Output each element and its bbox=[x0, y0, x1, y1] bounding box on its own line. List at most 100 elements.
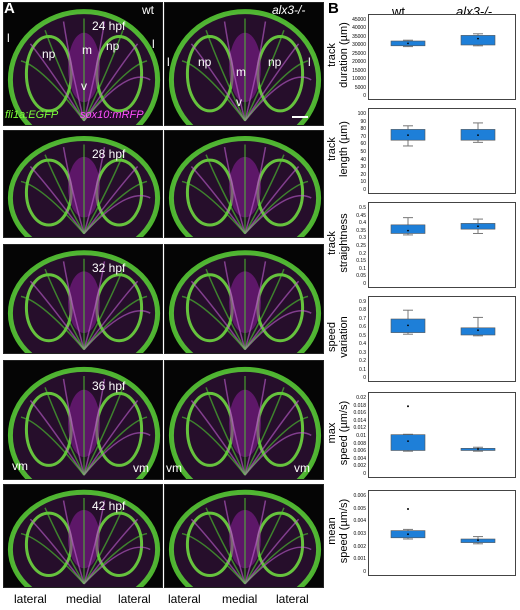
label-np-mut-right: np bbox=[268, 55, 282, 69]
label-vm-mut-right: vm bbox=[294, 461, 310, 475]
tick-label: 0.004 bbox=[353, 518, 366, 525]
label-np-wt-right: np bbox=[106, 39, 120, 53]
wt-box bbox=[390, 224, 426, 234]
tick-label: 0.7 bbox=[359, 315, 366, 322]
image-mut-32hpf bbox=[164, 244, 324, 354]
tick-label: 40000 bbox=[352, 25, 366, 32]
tick-label: 0.4 bbox=[359, 341, 366, 348]
chart-frame bbox=[368, 14, 516, 100]
tick-label: 100 bbox=[357, 111, 366, 117]
tick-label: 0.006 bbox=[353, 493, 366, 499]
image-wt-36hpf bbox=[3, 360, 163, 480]
confocal-image bbox=[7, 136, 161, 237]
bottom-medial-2: medial bbox=[222, 592, 258, 606]
stage-32: 32 hpf bbox=[92, 261, 126, 275]
panel-a: A wt alx3-/- 24 hpf 28 hpf 32 hpf 36 hpf… bbox=[3, 0, 324, 606]
box-plot bbox=[390, 405, 496, 452]
confocal-image bbox=[168, 250, 322, 353]
mean-marker bbox=[407, 42, 409, 45]
tick-label: 5000 bbox=[354, 84, 366, 91]
label-v-mut: v bbox=[236, 95, 242, 109]
confocal-image bbox=[7, 366, 161, 479]
mean-marker bbox=[477, 134, 479, 137]
tick-label: 20 bbox=[360, 171, 366, 178]
tick-label: 0 bbox=[363, 569, 366, 575]
tick-label: 30 bbox=[360, 164, 366, 171]
tick-label: 0.014 bbox=[353, 417, 366, 424]
tick-label: 0.1 bbox=[359, 366, 366, 373]
mut-box bbox=[460, 327, 496, 336]
confocal-image bbox=[7, 489, 161, 587]
label-l-mut-left: l bbox=[167, 55, 170, 69]
mean-marker bbox=[477, 539, 479, 542]
tick-label: 0.1 bbox=[359, 265, 366, 272]
tick-label: 0.002 bbox=[353, 463, 366, 470]
box-plot bbox=[390, 122, 496, 147]
stage-24: 24 hpf bbox=[92, 19, 126, 33]
box-plot bbox=[390, 33, 496, 48]
tick-label: 0.004 bbox=[353, 455, 366, 462]
tick-label: 10000 bbox=[352, 76, 366, 83]
mean-marker bbox=[407, 533, 409, 536]
tick-label: 15000 bbox=[352, 67, 366, 74]
label-l-wt-left: l bbox=[7, 31, 10, 45]
tick-label: 0.9 bbox=[359, 299, 366, 305]
panel-b: B wt alx3-/- track duration (µm) 45000 4000… bbox=[326, 0, 520, 610]
scale-bar bbox=[292, 116, 308, 118]
wt-box bbox=[390, 434, 426, 451]
image-mut-42hpf bbox=[164, 484, 324, 588]
chart-frame bbox=[368, 202, 516, 288]
label-vm-mut: vm bbox=[166, 461, 182, 475]
confocal-image bbox=[168, 9, 322, 125]
confocal-image bbox=[7, 250, 161, 353]
confocal-image bbox=[168, 136, 322, 237]
tick-label: 0.003 bbox=[353, 531, 366, 537]
tick-label: 45000 bbox=[352, 17, 366, 23]
tick-label: 0.008 bbox=[353, 440, 366, 447]
panel-b-label: B bbox=[328, 0, 339, 17]
confocal-image bbox=[7, 9, 161, 125]
mean-marker bbox=[407, 229, 409, 232]
label-l-mut-right: l bbox=[308, 55, 311, 69]
image-wt-42hpf bbox=[3, 484, 163, 588]
chart-frame bbox=[368, 108, 516, 194]
tick-label: 0.5 bbox=[359, 205, 366, 211]
chart-frame bbox=[368, 392, 516, 478]
label-vm-wt: vm bbox=[12, 459, 28, 473]
tick-label: 30000 bbox=[352, 42, 366, 49]
outlier-point bbox=[407, 508, 409, 510]
bottom-lateral-1: lateral bbox=[14, 592, 47, 606]
tick-label: 0 bbox=[363, 471, 366, 477]
tick-label: 0.018 bbox=[353, 402, 366, 409]
tick-label: 0.25 bbox=[356, 243, 366, 249]
tick-label: 0.4 bbox=[359, 220, 366, 227]
mut-box bbox=[460, 35, 496, 46]
tick-label: 0.2 bbox=[359, 358, 366, 365]
label-wt: wt bbox=[142, 3, 154, 17]
tick-label: 0.15 bbox=[356, 258, 366, 265]
label-v-wt: v bbox=[81, 79, 87, 93]
stage-36: 36 hpf bbox=[92, 379, 126, 393]
tick-label: 0.012 bbox=[353, 425, 366, 432]
tick-label: 0.45 bbox=[356, 212, 366, 219]
image-wt-24hpf bbox=[3, 2, 163, 126]
label-vm-wt-right: vm bbox=[133, 461, 149, 475]
chart-frame bbox=[368, 296, 516, 382]
image-wt-32hpf bbox=[3, 244, 163, 354]
tick-label: 0.05 bbox=[356, 273, 366, 280]
tick-label: 0 bbox=[363, 187, 366, 193]
tick-label: 35000 bbox=[352, 33, 366, 40]
chart-frame bbox=[368, 490, 516, 576]
tick-label: 0.8 bbox=[359, 307, 366, 314]
tick-label: 0 bbox=[363, 375, 366, 381]
stage-42: 42 hpf bbox=[92, 499, 126, 513]
label-mut: alx3-/- bbox=[272, 3, 306, 17]
tick-label: 60 bbox=[360, 141, 366, 148]
tick-label: 40 bbox=[360, 156, 366, 163]
box-plot bbox=[390, 217, 496, 236]
mean-marker bbox=[477, 37, 479, 40]
label-l-wt-right: l bbox=[152, 37, 155, 51]
tick-label: 0 bbox=[363, 281, 366, 287]
tick-label: 0.001 bbox=[353, 556, 366, 563]
image-wt-28hpf bbox=[3, 130, 163, 238]
